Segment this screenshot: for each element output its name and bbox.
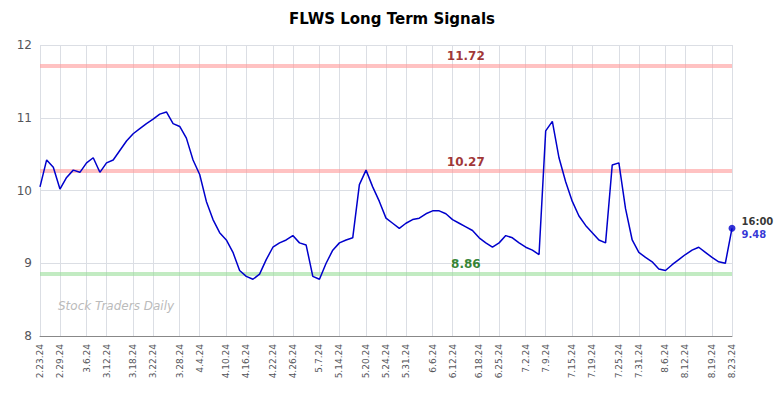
- svg-text:8: 8: [24, 329, 32, 343]
- svg-text:6.18.24: 6.18.24: [474, 344, 484, 379]
- svg-text:8.86: 8.86: [451, 257, 481, 271]
- svg-text:11: 11: [17, 111, 32, 125]
- svg-text:5.14.24: 5.14.24: [334, 344, 344, 379]
- svg-text:16:00: 16:00: [742, 216, 774, 227]
- svg-text:10.27: 10.27: [447, 155, 485, 169]
- svg-text:4.22.24: 4.22.24: [268, 344, 278, 379]
- svg-text:11.72: 11.72: [447, 49, 485, 63]
- svg-text:5.20.24: 5.20.24: [361, 344, 371, 379]
- svg-text:2.23.24: 2.23.24: [35, 344, 45, 379]
- svg-text:2.29.24: 2.29.24: [55, 344, 65, 379]
- svg-text:6.6.24: 6.6.24: [428, 344, 438, 373]
- svg-text:4.10.24: 4.10.24: [221, 344, 231, 379]
- svg-text:3.28.24: 3.28.24: [175, 344, 185, 379]
- svg-text:Stock Traders Daily: Stock Traders Daily: [58, 299, 175, 313]
- svg-text:7.2.24: 7.2.24: [521, 344, 531, 373]
- svg-text:5.31.24: 5.31.24: [401, 344, 411, 379]
- svg-text:4.16.24: 4.16.24: [241, 344, 251, 379]
- svg-text:8.12.24: 8.12.24: [680, 344, 690, 379]
- svg-text:7.19.24: 7.19.24: [587, 344, 597, 379]
- svg-text:7.25.24: 7.25.24: [614, 344, 624, 379]
- svg-text:8.19.24: 8.19.24: [707, 344, 717, 379]
- svg-text:6.12.24: 6.12.24: [448, 344, 458, 379]
- svg-text:7.31.24: 7.31.24: [634, 344, 644, 379]
- svg-text:10: 10: [17, 184, 32, 198]
- svg-text:7.9.24: 7.9.24: [541, 344, 551, 373]
- svg-text:4.4.24: 4.4.24: [195, 344, 205, 373]
- svg-text:8.6.24: 8.6.24: [660, 344, 670, 373]
- svg-text:9.48: 9.48: [742, 229, 767, 240]
- svg-text:9: 9: [24, 256, 32, 270]
- svg-text:5.7.24: 5.7.24: [314, 344, 324, 373]
- svg-text:3.18.24: 3.18.24: [128, 344, 138, 379]
- svg-text:3.22.24: 3.22.24: [148, 344, 158, 379]
- svg-text:6.25.24: 6.25.24: [494, 344, 504, 379]
- svg-text:4.26.24: 4.26.24: [288, 344, 298, 379]
- svg-text:3.12.24: 3.12.24: [102, 344, 112, 379]
- svg-text:FLWS Long Term Signals: FLWS Long Term Signals: [289, 10, 495, 28]
- svg-text:7.15.24: 7.15.24: [567, 344, 577, 379]
- svg-text:5.24.24: 5.24.24: [381, 344, 391, 379]
- svg-text:12: 12: [17, 38, 32, 52]
- svg-text:3.6.24: 3.6.24: [82, 344, 92, 373]
- svg-text:8.23.24: 8.23.24: [727, 344, 737, 379]
